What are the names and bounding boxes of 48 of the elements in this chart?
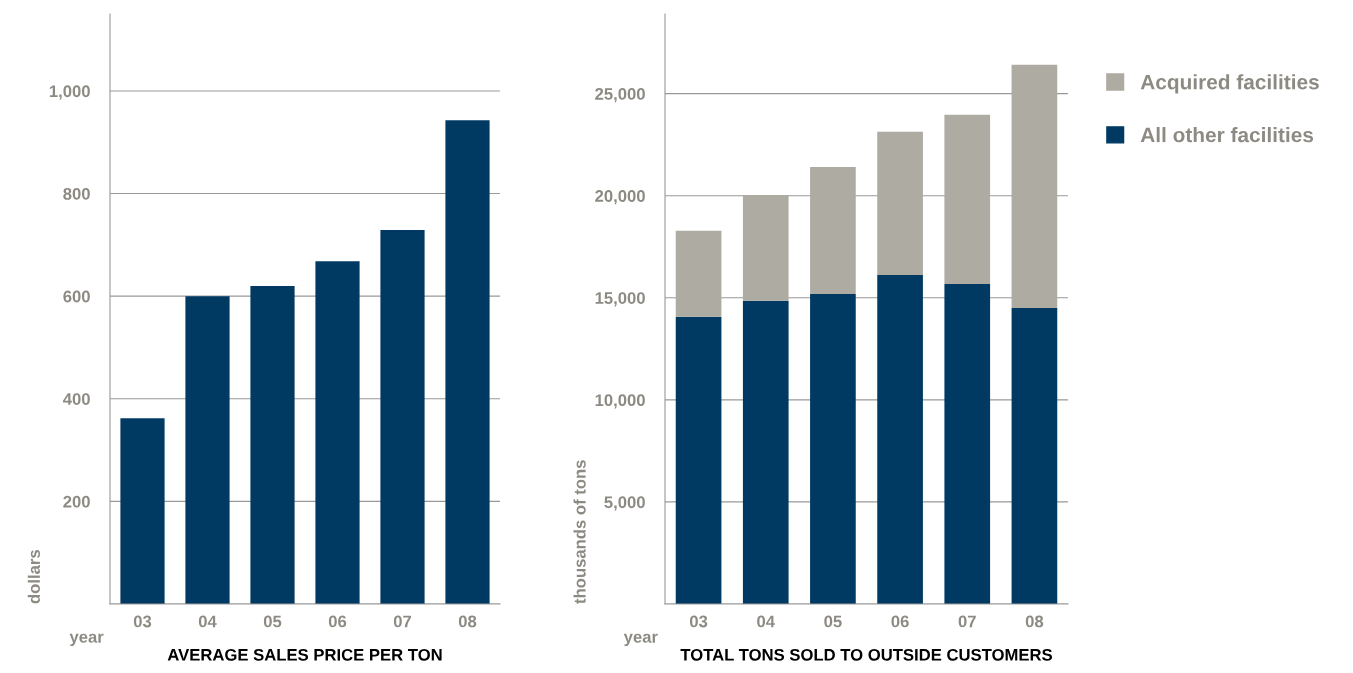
bar	[877, 274, 923, 604]
text: AVERAGE SALES PRICE PER TON	[167, 648, 442, 661]
bar	[445, 120, 490, 604]
bar	[185, 296, 230, 604]
bar	[1011, 64, 1058, 308]
bar	[944, 283, 991, 604]
y-axis-title: thousands of tons	[573, 460, 586, 604]
x-tick-label: 05	[263, 615, 282, 628]
x-axis-title: year	[69, 633, 104, 647]
x-tick-label: 07	[958, 615, 976, 628]
x-tick-label: 05	[824, 615, 842, 628]
y-tick-label: 400	[63, 393, 90, 405]
y-tick-label: 200	[63, 495, 90, 508]
y-tick-label: 600	[63, 290, 90, 303]
y-tick-label: 25,000	[595, 88, 645, 103]
x-tick-label: 06	[328, 615, 347, 628]
x-tick-label: 04	[757, 615, 775, 628]
bar	[675, 316, 722, 604]
bar	[120, 418, 165, 604]
x-tick-label: 03	[689, 615, 708, 628]
x-tick-label: 08	[458, 615, 477, 628]
y-tick-label: 1,000	[49, 85, 90, 100]
bar	[1011, 307, 1058, 604]
y-tick-label: 5,000	[604, 496, 645, 511]
bar	[380, 229, 425, 604]
x-tick-label: 07	[393, 615, 412, 628]
bar	[810, 293, 856, 604]
bar	[877, 131, 923, 275]
y-tick-label: 800	[63, 187, 90, 200]
y-tick-label: 20,000	[595, 190, 645, 205]
legend-label: Acquired facilities	[1140, 74, 1319, 94]
bar	[675, 230, 722, 317]
legend-label: All other facilities	[1140, 127, 1314, 143]
y-axis-title: dollars	[27, 550, 40, 604]
bar	[315, 261, 360, 604]
bar	[250, 285, 295, 604]
x-tick-label: 06	[891, 615, 909, 628]
x-tick-label: 04	[198, 615, 217, 628]
y-tick-label: 10,000	[595, 394, 645, 409]
y-tick-label: 15,000	[595, 292, 645, 307]
text: TOTAL TONS SOLD TO OUTSIDE CUSTOMERS	[680, 648, 1053, 661]
x-axis-title: year	[623, 633, 658, 647]
x-tick-label: 03	[133, 615, 152, 628]
bar	[810, 166, 856, 294]
x-tick-label: 08	[1025, 615, 1044, 628]
bar	[944, 114, 991, 284]
bar	[742, 194, 789, 301]
bar	[742, 300, 789, 604]
